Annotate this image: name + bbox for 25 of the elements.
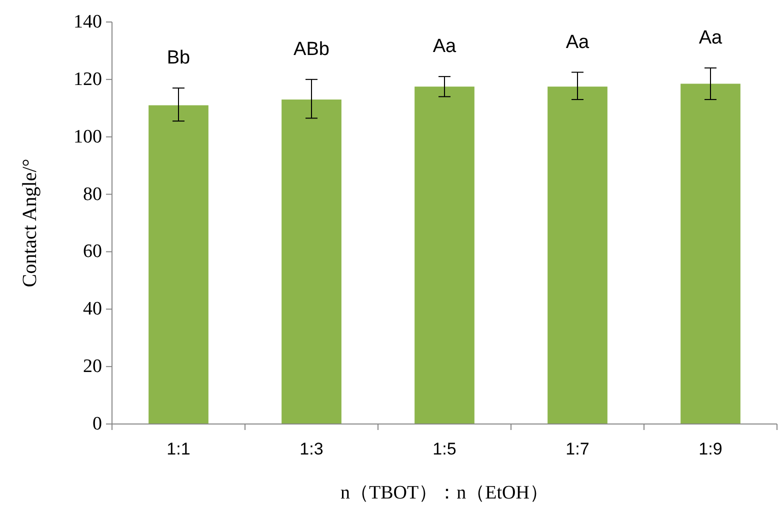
- bar: [548, 86, 608, 424]
- x-tick-label: 1:3: [300, 440, 324, 458]
- annotation: Bb: [166, 48, 190, 69]
- x-tick-label: 1:7: [566, 440, 590, 458]
- y-tick-label: 100: [74, 126, 102, 148]
- annotation: Aa: [432, 36, 457, 58]
- y-tick-label: 140: [74, 12, 102, 32]
- annotation: Aa: [566, 32, 590, 53]
- x-tick-label: 1:9: [698, 440, 722, 458]
- bar: [680, 84, 740, 424]
- y-tick-label: 120: [74, 68, 102, 90]
- y-tick-label: 20: [83, 356, 102, 378]
- y-tick-label: 0: [92, 414, 102, 434]
- bar: [414, 86, 474, 424]
- y-tick-label: 80: [83, 184, 102, 205]
- y-tick-label: 40: [83, 298, 102, 320]
- x-tick-label: 1:1: [166, 440, 190, 458]
- x-axis-title: n（TBOT）：n（EtOH）: [340, 482, 548, 504]
- bar: [282, 100, 342, 424]
- x-tick-label: 1:5: [432, 440, 456, 458]
- bar: [148, 105, 208, 424]
- annotation: ABb: [294, 38, 330, 60]
- annotation: Aa: [698, 27, 723, 48]
- y-axis-title: Contact Angle/°: [19, 158, 41, 288]
- y-tick-label: 60: [83, 241, 102, 262]
